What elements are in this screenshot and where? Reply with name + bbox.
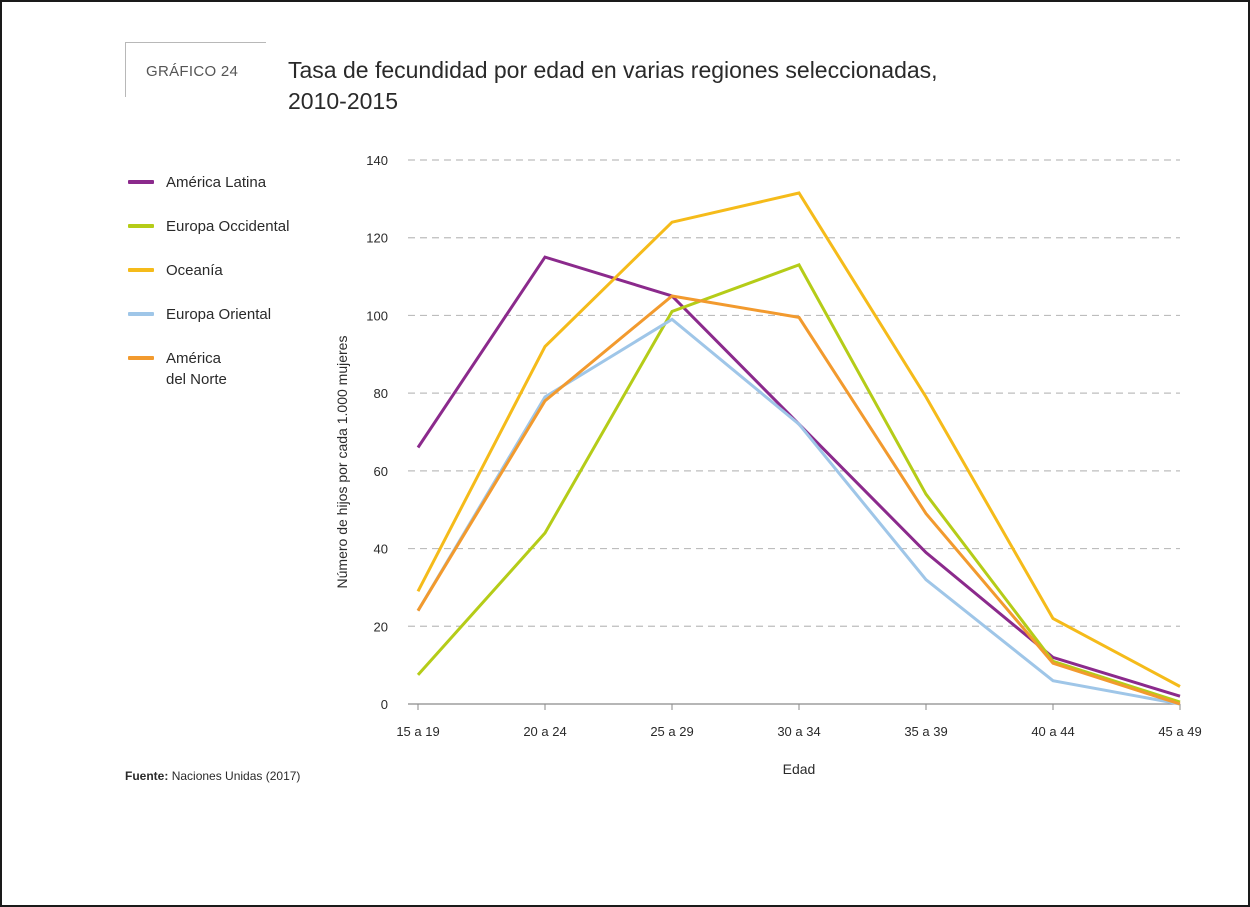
chart-title: Tasa de fecundidad por edad en varias re…	[288, 55, 1048, 117]
x-axis-title: Edad	[783, 761, 816, 777]
legend-item: Oceanía	[128, 260, 336, 281]
x-tick-label: 15 a 19	[396, 724, 439, 739]
legend-swatch	[128, 356, 154, 360]
series-line	[416, 317, 1181, 706]
y-tick-label: 0	[381, 697, 388, 712]
series-line	[416, 191, 1181, 688]
x-tick-label: 30 a 34	[777, 724, 820, 739]
chart-title-line-1: Tasa de fecundidad por edad en varias re…	[288, 57, 938, 83]
x-tick-label: 45 a 49	[1158, 724, 1201, 739]
y-tick-label: 20	[374, 619, 388, 634]
x-tick-label: 35 a 39	[904, 724, 947, 739]
x-tick-label: 20 a 24	[523, 724, 566, 739]
legend-item: América del Norte	[128, 348, 336, 390]
figure-tag-box	[125, 42, 266, 97]
source-label: Fuente:	[125, 769, 169, 783]
figure-tag: GRÁFICO 24	[146, 63, 239, 80]
legend-label: América Latina	[166, 174, 267, 191]
source-text: Naciones Unidas (2017)	[171, 769, 301, 783]
series-line	[416, 263, 1181, 704]
legend-swatch	[128, 224, 154, 228]
legend-label: América del Norte	[166, 350, 227, 388]
legend-label: Oceanía	[166, 262, 223, 279]
legend-label: Europa Oriental	[166, 306, 272, 323]
y-tick-label: 120	[366, 231, 388, 246]
y-tick-label: 100	[366, 308, 388, 323]
y-tick-label: 80	[374, 386, 388, 401]
chart-title-line-2: 2010-2015	[288, 88, 398, 114]
legend-swatch	[128, 180, 154, 184]
y-tick-label: 140	[366, 153, 388, 168]
series-line	[416, 255, 1181, 698]
y-axis-title: Número de hijos por cada 1.000 mujeres	[334, 336, 350, 589]
y-tick-label: 40	[374, 542, 388, 557]
series-line	[416, 294, 1181, 706]
source-note: Fuente: Naciones Unidas (2017)	[125, 769, 300, 783]
x-tick-label: 40 a 44	[1031, 724, 1074, 739]
legend-item: Europa Occidental	[128, 216, 336, 237]
legend-label: Europa Occidental	[166, 218, 290, 235]
legend-item: América Latina	[128, 172, 336, 193]
legend-swatch	[128, 268, 154, 272]
legend-item: Europa Oriental	[128, 304, 336, 325]
legend-swatch	[128, 312, 154, 316]
y-tick-label: 60	[374, 464, 388, 479]
x-tick-label: 25 a 29	[650, 724, 693, 739]
